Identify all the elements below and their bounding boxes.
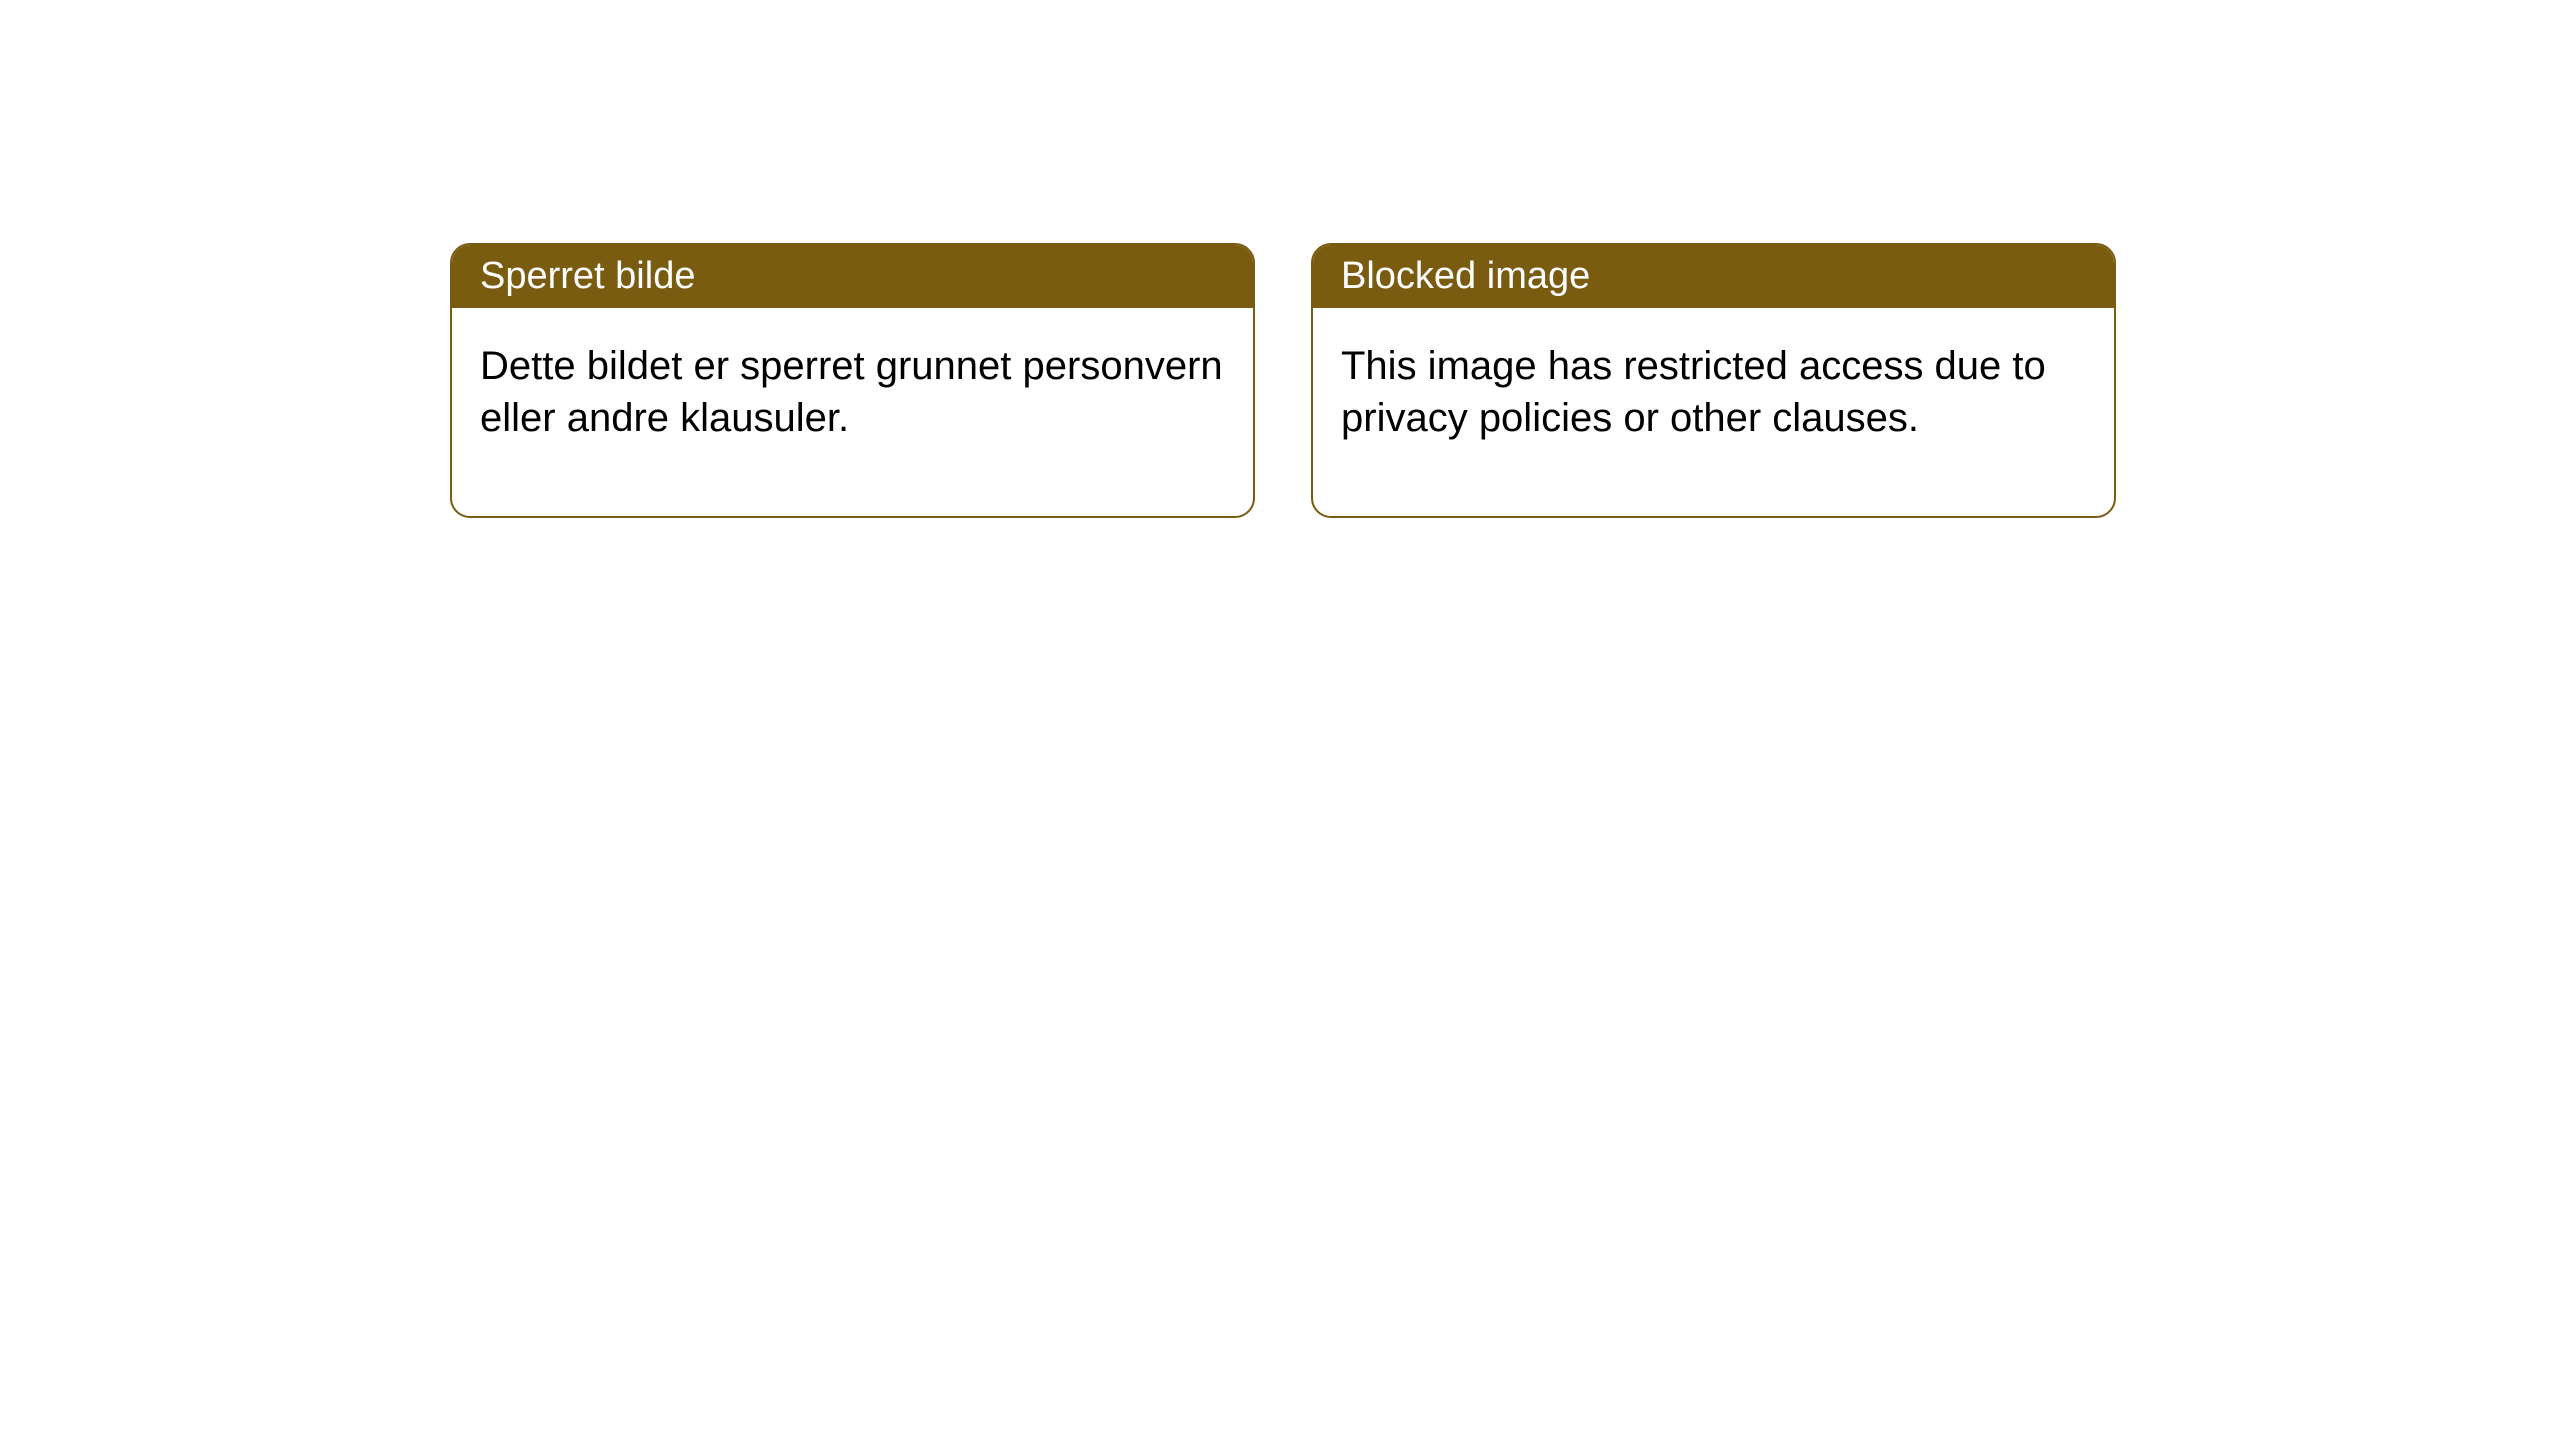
notice-body-norwegian: Dette bildet er sperret grunnet personve… [452,308,1253,516]
notice-card-english: Blocked image This image has restricted … [1311,243,2116,518]
notice-card-norwegian: Sperret bilde Dette bildet er sperret gr… [450,243,1255,518]
notice-header-norwegian: Sperret bilde [452,245,1253,308]
notice-header-english: Blocked image [1313,245,2114,308]
notice-body-english: This image has restricted access due to … [1313,308,2114,516]
notice-container: Sperret bilde Dette bildet er sperret gr… [450,243,2116,518]
